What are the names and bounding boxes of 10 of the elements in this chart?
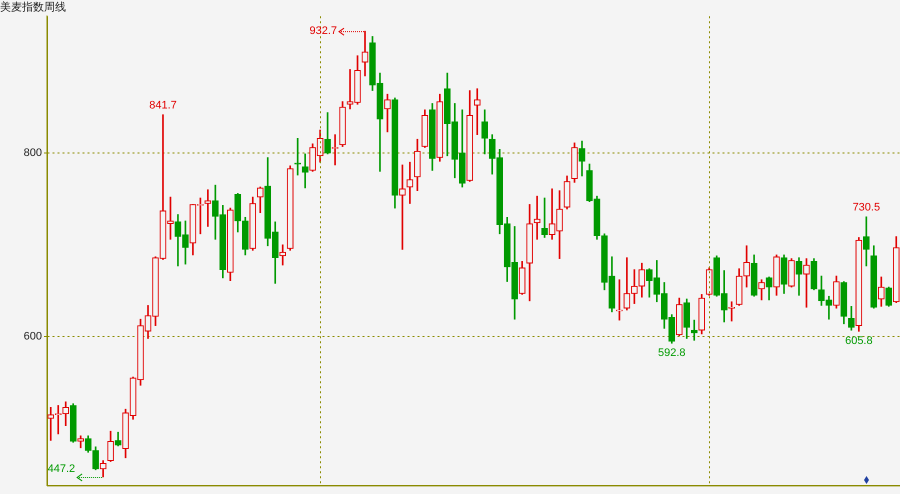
- candlestick: [803, 258, 810, 308]
- candlestick: [332, 134, 338, 166]
- annotation: 932.7: [309, 25, 338, 38]
- annotation: 592.8: [658, 346, 686, 359]
- annotation: 605.8: [845, 334, 873, 347]
- chart-title: 美麦指数周线: [0, 0, 66, 14]
- annotation: 730.5: [852, 201, 880, 214]
- annotation: 841.7: [149, 99, 177, 112]
- y-tick-label: 800: [24, 147, 42, 160]
- y-tick-label: 600: [24, 330, 42, 343]
